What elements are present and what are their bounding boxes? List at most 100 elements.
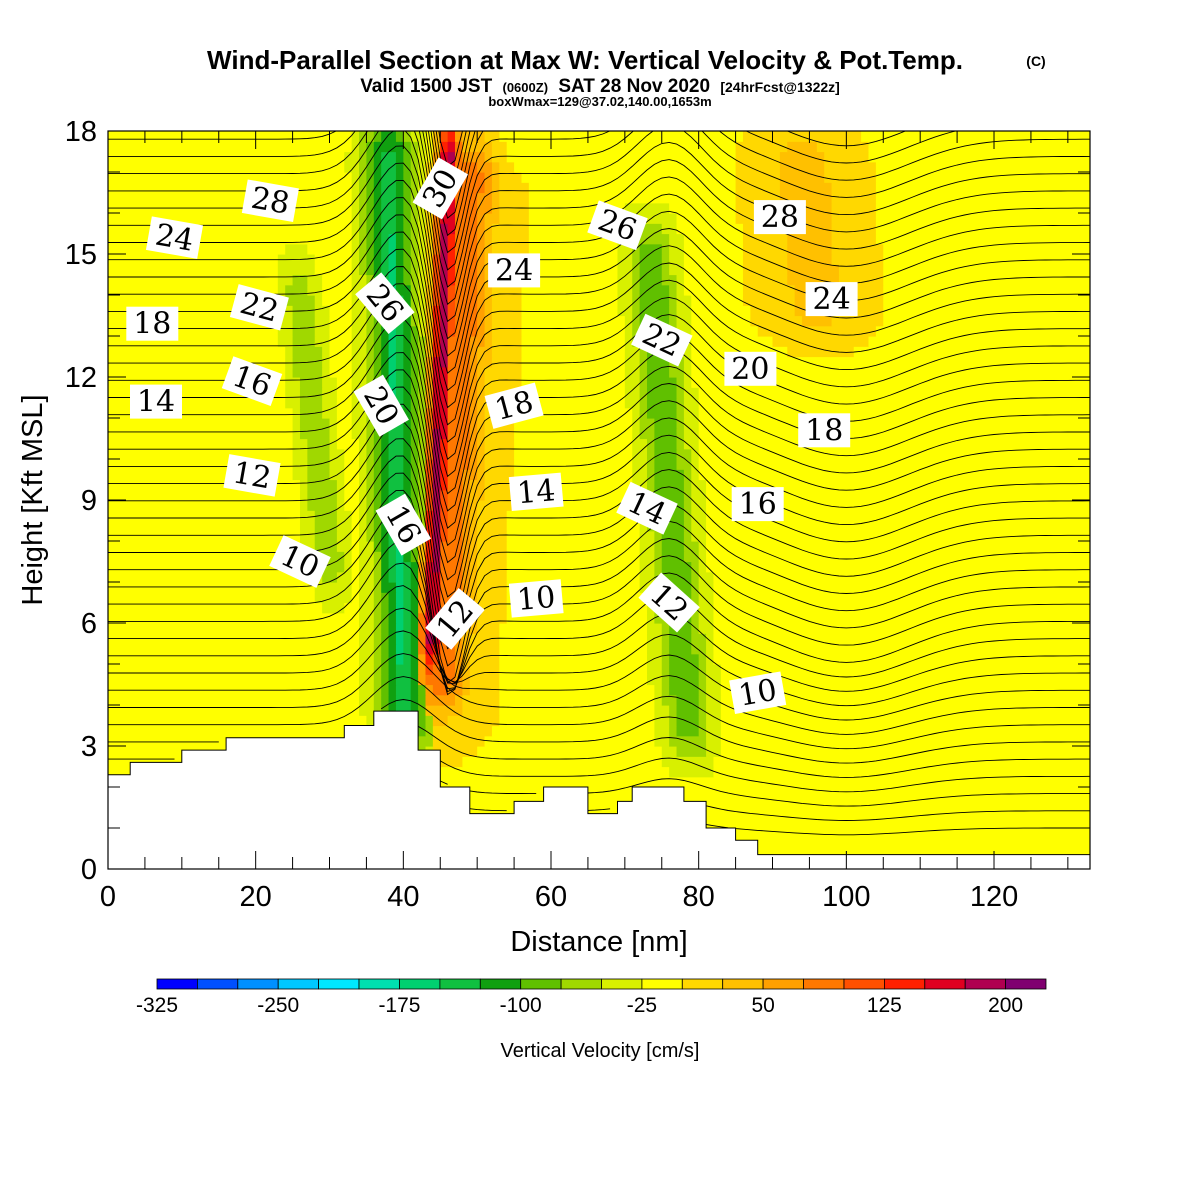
w-cell	[329, 356, 353, 368]
w-cell	[654, 561, 663, 573]
w-cell	[455, 172, 486, 183]
w-cell	[646, 633, 663, 645]
w-cell	[395, 592, 404, 604]
w-cell	[425, 500, 434, 511]
w-cell	[639, 387, 648, 399]
w-cell	[395, 325, 404, 337]
w-cell	[447, 233, 456, 245]
w-cell	[646, 407, 678, 419]
w-cell	[706, 541, 1090, 552]
w-cell	[418, 582, 427, 593]
w-cell	[381, 172, 397, 183]
w-cell	[418, 407, 427, 419]
w-cell	[440, 325, 449, 337]
w-cell	[484, 284, 493, 296]
w-cell	[868, 336, 1090, 347]
w-cell	[425, 325, 434, 337]
w-cell	[359, 664, 375, 675]
w-cell	[359, 571, 375, 583]
w-cell	[477, 254, 486, 265]
w-cell	[654, 418, 678, 429]
w-cell	[698, 582, 715, 593]
w-cell	[329, 336, 353, 347]
w-cell	[831, 233, 877, 245]
x-tick-label: 80	[683, 881, 715, 913]
w-cell	[477, 428, 486, 440]
w-cell	[366, 213, 375, 224]
w-cell	[108, 397, 286, 409]
w-cell	[307, 489, 338, 501]
w-cell	[875, 325, 1090, 337]
w-cell	[388, 254, 397, 265]
theta-label: 12	[223, 454, 281, 497]
w-cell	[425, 448, 434, 460]
w-cell	[425, 633, 434, 645]
w-cell	[388, 592, 397, 604]
w-cell	[410, 131, 427, 142]
theta-label-box	[488, 253, 541, 288]
w-cell	[528, 243, 619, 255]
w-cell	[669, 295, 678, 306]
w-cell	[772, 336, 870, 347]
w-cell	[322, 274, 353, 286]
w-cell	[108, 653, 360, 665]
w-cell	[514, 407, 633, 419]
colorbar-tick-label: 200	[988, 994, 1023, 1017]
w-cell	[366, 182, 375, 194]
theta-label-box	[616, 481, 678, 535]
w-cell	[418, 715, 427, 727]
w-cell	[676, 274, 685, 286]
w-cell	[410, 223, 419, 235]
theta-label: 10	[269, 535, 331, 588]
w-cell	[691, 623, 700, 634]
w-cell	[322, 346, 331, 358]
theta-label-text: 10	[736, 673, 780, 714]
w-cell	[366, 141, 375, 153]
w-cell	[366, 315, 375, 327]
w-cell	[720, 694, 1090, 706]
w-cell	[462, 551, 471, 563]
w-cell	[108, 141, 353, 153]
w-cell	[698, 469, 1090, 481]
w-cell	[691, 377, 1090, 388]
w-cell	[410, 325, 419, 337]
w-cell	[477, 366, 486, 378]
w-cell	[299, 520, 316, 532]
w-cell	[351, 530, 360, 542]
w-cell	[108, 315, 279, 327]
w-cell	[831, 243, 884, 255]
w-cell	[108, 192, 353, 204]
w-cell	[491, 284, 523, 296]
w-cell	[388, 479, 404, 491]
w-cell	[720, 715, 1090, 727]
w-cell	[381, 264, 390, 276]
w-cell	[691, 520, 707, 532]
w-cell	[432, 428, 441, 440]
w-cell	[418, 633, 427, 645]
w-cell	[499, 643, 648, 655]
w-cell	[373, 653, 382, 665]
w-cell	[432, 397, 449, 409]
w-cell	[373, 438, 382, 450]
w-cell	[108, 551, 308, 563]
w-cell	[646, 387, 678, 399]
colorbar-label: Vertical Velocity [cm/s]	[501, 1040, 700, 1062]
w-cell	[410, 438, 419, 450]
w-cell	[617, 274, 633, 286]
w-cell	[351, 336, 368, 347]
theta-contour-line	[108, 585, 1090, 692]
w-cell	[440, 653, 456, 665]
colorbar: -325 -250 -175 -100 -25 50 125 200	[136, 978, 1047, 1017]
w-cell	[514, 459, 633, 470]
theta-label: 12	[638, 572, 700, 633]
w-cell	[336, 377, 353, 388]
w-cell	[410, 274, 419, 286]
w-cell	[447, 387, 471, 399]
w-cell	[108, 131, 353, 142]
w-cell	[410, 571, 419, 583]
w-cell	[477, 551, 508, 563]
w-cell	[462, 489, 471, 501]
w-cell	[469, 500, 478, 511]
w-cell	[521, 284, 619, 296]
w-cell	[683, 387, 700, 399]
